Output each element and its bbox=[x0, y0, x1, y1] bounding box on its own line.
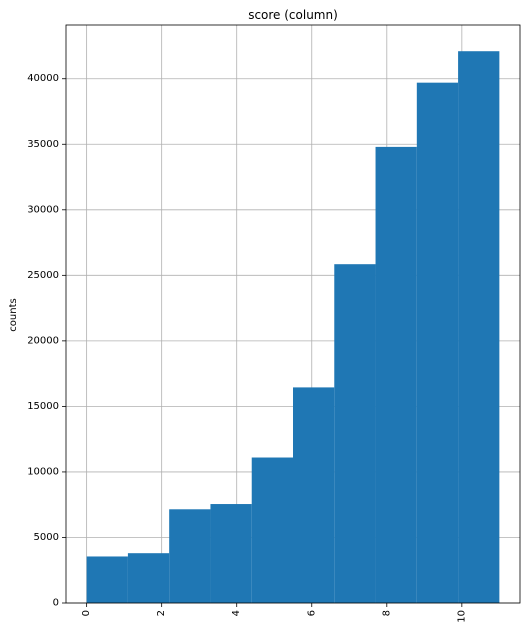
histogram-bar bbox=[416, 82, 459, 603]
x-tick-label: 10 bbox=[456, 610, 467, 623]
histogram-bar bbox=[251, 457, 293, 603]
histogram-bar bbox=[127, 553, 170, 603]
axes-frame bbox=[65, 24, 521, 604]
histogram-bar bbox=[293, 387, 335, 603]
x-tick-label: 6 bbox=[306, 610, 317, 616]
x-axis-ticks: 0 2 4 6 8 10 bbox=[81, 603, 467, 623]
y-tick-label: 40000 bbox=[27, 73, 59, 84]
y-tick-label: 35000 bbox=[27, 139, 59, 150]
y-axis-label: counts bbox=[8, 298, 19, 331]
histogram-bar bbox=[334, 264, 376, 603]
y-tick-label: 20000 bbox=[27, 335, 59, 346]
histogram-bar bbox=[169, 509, 211, 603]
y-axis-ticks: 0 5000 10000 15000 20000 25000 30000 35000 40000 bbox=[27, 73, 66, 609]
y-tick-label: 5000 bbox=[34, 532, 59, 543]
histogram-bars bbox=[86, 51, 500, 604]
histogram-bar bbox=[458, 51, 500, 604]
chart-title: score (column) bbox=[248, 8, 338, 22]
y-tick-label: 25000 bbox=[27, 270, 59, 281]
y-tick-label: 15000 bbox=[27, 401, 59, 412]
x-tick-label: 0 bbox=[81, 610, 92, 616]
histogram-bar bbox=[375, 146, 417, 603]
x-tick-label: 8 bbox=[381, 610, 392, 616]
plot-frame bbox=[65, 24, 521, 604]
x-tick-label: 2 bbox=[156, 610, 167, 616]
y-tick-label: 0 bbox=[53, 598, 59, 609]
y-tick-label: 10000 bbox=[27, 466, 59, 477]
histogram-bar bbox=[210, 504, 252, 603]
histogram-bar bbox=[86, 556, 128, 603]
y-tick-label: 30000 bbox=[27, 204, 59, 215]
x-tick-label: 4 bbox=[231, 610, 242, 616]
